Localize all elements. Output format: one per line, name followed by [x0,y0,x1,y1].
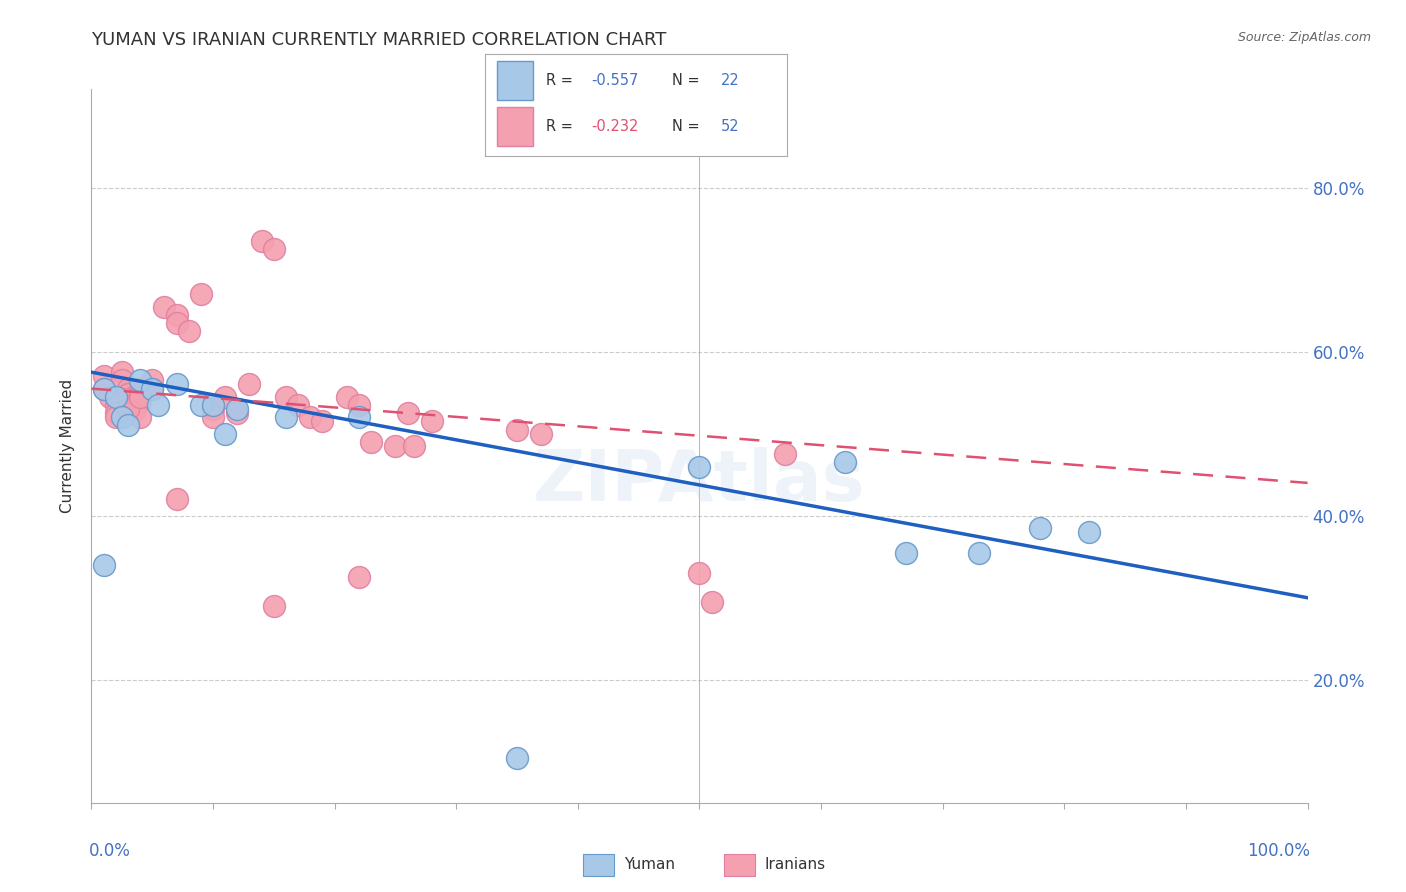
Point [141,382,163,396]
Point [360,434,382,449]
Point [1029,521,1052,535]
Y-axis label: Currently Married: Currently Married [60,379,76,513]
Point [166,377,188,392]
Point [129,382,152,396]
Point [93,369,115,384]
Bar [498,107,533,145]
Point [347,570,370,584]
Point [226,402,249,417]
Point [129,393,152,408]
Point [214,390,236,404]
Point [177,324,200,338]
Point [104,410,127,425]
Point [129,387,152,401]
Point [93,558,115,572]
Point [202,410,225,425]
Point [506,750,529,764]
Point [104,398,127,412]
Text: R =: R = [546,119,576,134]
Point [263,599,285,613]
Text: 100.0%: 100.0% [1247,842,1310,860]
Point [141,373,163,387]
Point [688,566,710,581]
Point [384,439,406,453]
Point [190,287,212,301]
Point [896,546,918,560]
Point [104,390,127,404]
Point [250,234,273,248]
Text: 22: 22 [721,72,740,87]
Point [129,373,152,387]
Point [238,377,260,392]
Point [420,414,443,428]
Point [336,390,359,404]
Point [396,406,419,420]
Bar [498,61,533,100]
Text: Iranians: Iranians [765,857,825,872]
Point [402,439,425,453]
Point [530,426,553,441]
Point [1077,525,1099,540]
Text: R =: R = [546,72,576,87]
Point [299,410,322,425]
Point [117,382,139,396]
Point [153,300,176,314]
Point [347,398,370,412]
Text: YUMAN VS IRANIAN CURRENTLY MARRIED CORRELATION CHART: YUMAN VS IRANIAN CURRENTLY MARRIED CORRE… [91,31,666,49]
Point [700,595,723,609]
Point [93,382,115,396]
Point [111,365,134,379]
Point [274,390,297,404]
Point [688,459,710,474]
Point [166,308,188,322]
Point [263,242,285,256]
Text: -0.557: -0.557 [591,72,638,87]
Point [506,423,529,437]
Point [190,398,212,412]
Point [141,382,163,396]
Point [214,426,236,441]
Text: N =: N = [672,72,704,87]
Point [773,447,796,461]
Point [98,390,121,404]
Point [347,410,370,425]
Text: Source: ZipAtlas.com: Source: ZipAtlas.com [1237,31,1371,45]
Text: N =: N = [672,119,704,134]
Point [202,398,225,412]
Point [117,418,139,433]
Point [287,398,309,412]
Point [226,406,249,420]
Point [274,410,297,425]
Text: 52: 52 [721,119,740,134]
Point [311,414,333,428]
Point [111,373,134,387]
Point [117,402,139,417]
Point [967,546,990,560]
Point [834,455,856,469]
Point [117,392,139,407]
Text: Yuman: Yuman [624,857,675,872]
Point [202,402,225,417]
Point [122,403,145,417]
Point [166,492,188,507]
Point [148,398,170,412]
Point [129,410,152,425]
Text: 0.0%: 0.0% [89,842,131,860]
Text: ZIPAtlas: ZIPAtlas [533,447,866,516]
Text: -0.232: -0.232 [591,119,638,134]
Point [166,316,188,330]
Point [122,398,145,412]
Point [111,410,134,425]
Point [93,382,115,396]
Point [104,406,127,420]
Point [129,390,152,404]
Point [117,387,139,401]
